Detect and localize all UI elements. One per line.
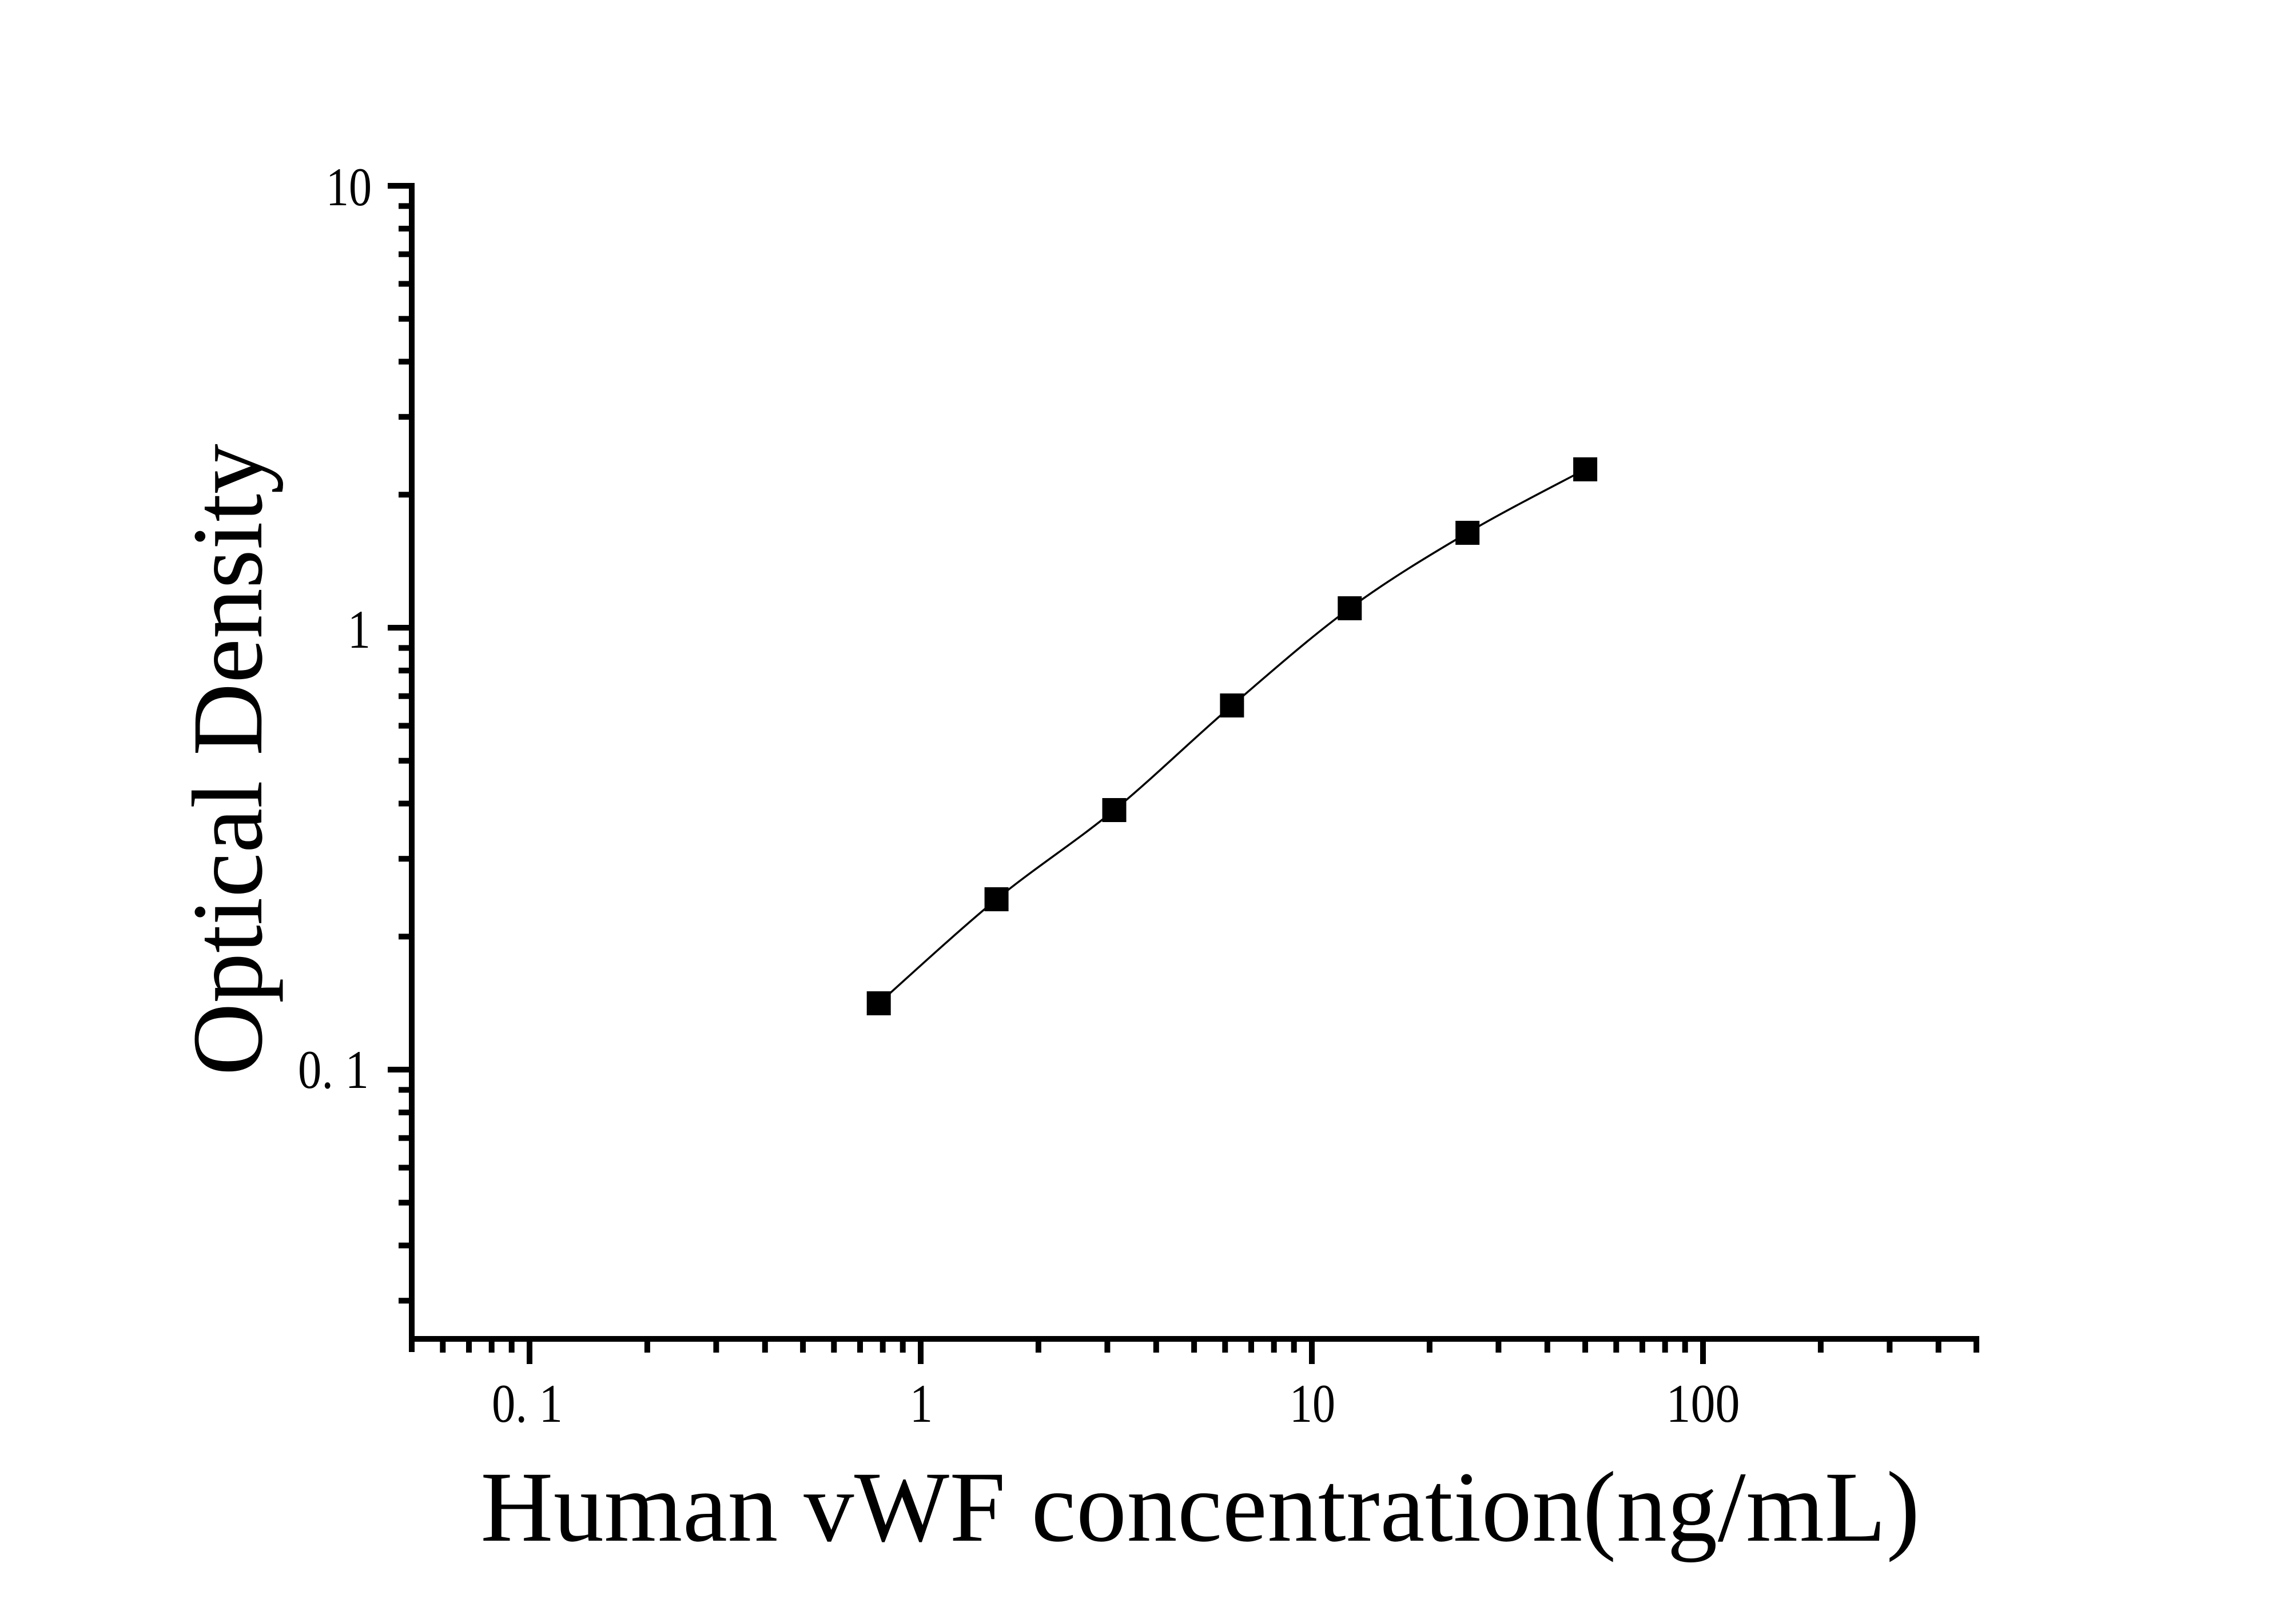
svg-text:Optical Density: Optical Density: [172, 444, 284, 1075]
svg-text:1: 1: [348, 599, 371, 660]
svg-text:0. 1: 0. 1: [298, 1039, 369, 1100]
svg-text:1: 1: [910, 1373, 933, 1434]
svg-text:10: 10: [326, 157, 372, 217]
svg-text:100: 100: [1666, 1373, 1740, 1434]
svg-text:Human vWF concentration(ng/mL): Human vWF concentration(ng/mL): [480, 1452, 1920, 1563]
svg-text:0. 1: 0. 1: [492, 1373, 563, 1434]
svg-text:10: 10: [1290, 1373, 1335, 1434]
